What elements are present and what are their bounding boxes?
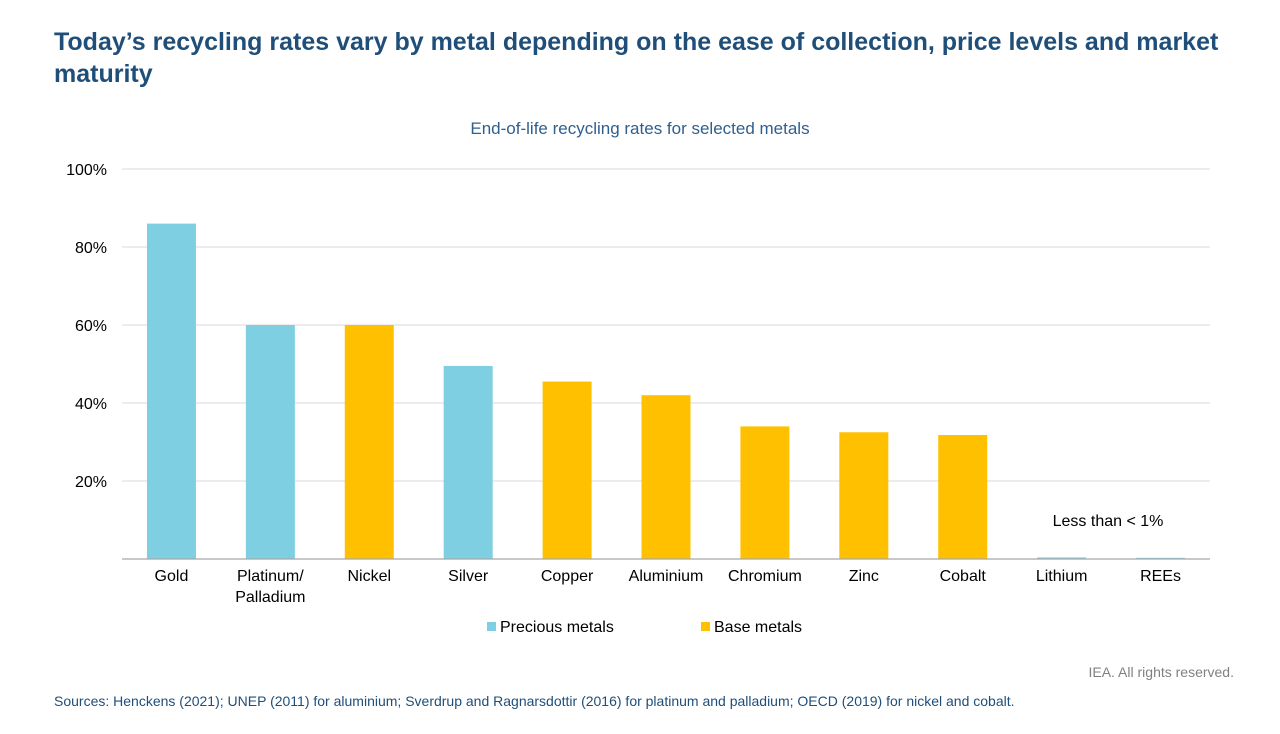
- annotation-less-than-1: Less than < 1%: [1053, 513, 1164, 530]
- bar-chart: 20% 40% 60% 80% 100% Gold Platinum/Palladium Ni…: [66, 162, 1210, 636]
- legend-swatch: [701, 622, 710, 631]
- page-title: Today’s recycling rates vary by metal de…: [54, 28, 1219, 88]
- x-tick-label: Platinum/: [237, 568, 304, 585]
- sources-note: Sources: Henckens (2021); UNEP (2011) fo…: [54, 693, 1015, 709]
- x-tick-label: Nickel: [347, 568, 391, 585]
- bar-chromium: [740, 426, 790, 559]
- legend-label: Precious metals: [500, 619, 614, 636]
- bar-gold: [146, 223, 196, 559]
- y-tick-label: 40%: [75, 396, 107, 413]
- bar-nickel: [344, 325, 394, 559]
- x-tick-label: Lithium: [1036, 568, 1088, 585]
- y-tick-label: 20%: [75, 474, 107, 491]
- x-tick-label: Copper: [541, 568, 594, 585]
- y-tick-label: 60%: [75, 318, 107, 335]
- x-tick-label: Silver: [448, 568, 489, 585]
- bar-cobalt: [938, 434, 988, 559]
- bar-silver: [443, 365, 493, 559]
- x-tick-label: Aluminium: [629, 568, 704, 585]
- copyright-note: IEA. All rights reserved.: [1088, 664, 1234, 680]
- bar-copper: [542, 381, 592, 559]
- y-tick-label: 80%: [75, 240, 107, 257]
- x-tick-label: Chromium: [728, 568, 802, 585]
- bar-aluminium: [641, 395, 691, 559]
- bar-platinum-palladium: [245, 325, 295, 559]
- y-tick-label: 100%: [66, 162, 107, 179]
- x-tick-label: REEs: [1140, 568, 1181, 585]
- bar-lithium: [1037, 557, 1087, 559]
- x-tick-label: Cobalt: [940, 568, 987, 585]
- x-tick-label: Gold: [155, 568, 189, 585]
- legend-label: Base metals: [714, 619, 802, 636]
- x-tick-label: Palladium: [235, 589, 305, 606]
- chart-title: End-of-life recycling rates for selected…: [470, 119, 810, 138]
- legend-swatch: [487, 622, 496, 631]
- bar-zinc: [839, 432, 889, 559]
- x-tick-label: Zinc: [849, 568, 879, 585]
